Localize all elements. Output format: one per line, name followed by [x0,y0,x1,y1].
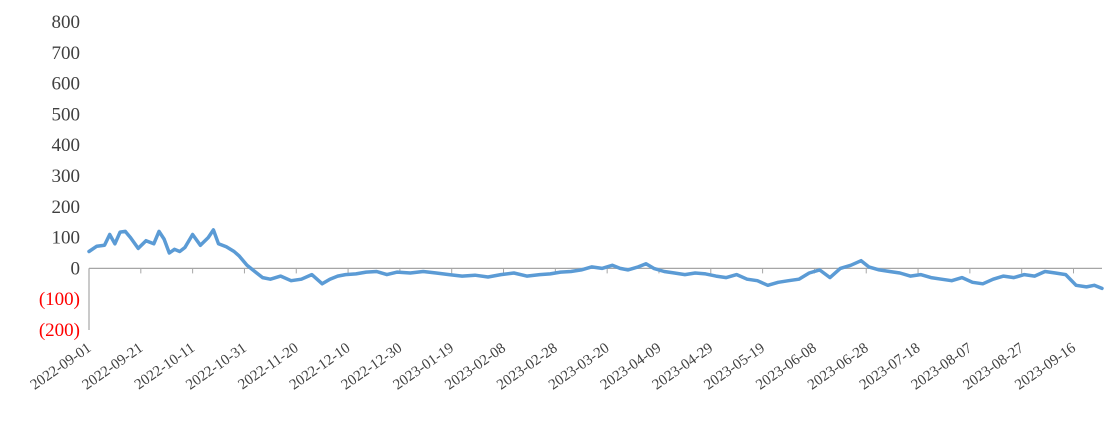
y-tick-label: (200) [39,320,80,341]
y-axis-tick-labels: 800 700 600 500 400 300 200 100 0 (100) (200) [39,12,80,341]
y-tick-label: 700 [52,43,81,64]
y-tick-label: 400 [52,135,81,156]
y-tick-label: (100) [39,289,80,310]
y-tick-label: 600 [52,74,81,95]
series-line [87,228,1104,291]
y-tick-label: 500 [52,104,81,125]
y-tick-label: 300 [52,166,81,187]
y-tick-label: 0 [71,258,81,279]
y-tick-label: 200 [52,197,81,218]
series-layer [87,228,1104,291]
y-tick-label: 800 [52,12,81,33]
x-axis: 2022-09-012022-09-212022-10-112022-10-31… [28,267,1102,393]
y-tick-label: 100 [52,228,81,249]
